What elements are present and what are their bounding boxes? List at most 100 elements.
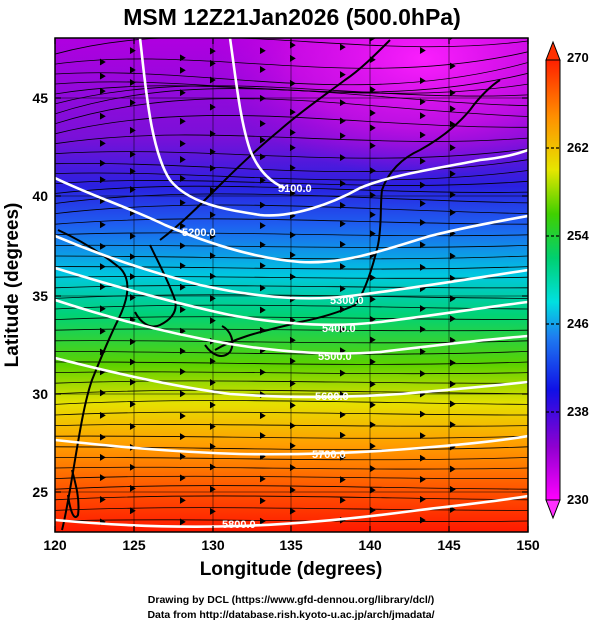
streamline xyxy=(55,62,528,86)
streamline-arrow xyxy=(339,476,346,483)
coastline-korea xyxy=(134,244,177,328)
x-tick-label: 140 xyxy=(358,537,382,553)
streamline-arrow xyxy=(449,209,456,216)
streamline-arrow xyxy=(419,454,426,462)
streamline-arrow xyxy=(419,495,426,503)
streamline xyxy=(55,38,528,55)
streamline-arrow xyxy=(419,432,426,440)
streamline-arrow xyxy=(209,508,216,515)
streamline-arrow xyxy=(179,140,186,147)
streamline-arrow xyxy=(209,357,216,365)
y-tick-labels: 25 30 35 40 45 xyxy=(32,90,48,500)
streamline-arrow xyxy=(419,476,426,483)
streamline-arrow xyxy=(129,167,136,175)
streamline xyxy=(55,389,528,395)
streamline-arrow xyxy=(369,295,376,303)
streamline-arrow xyxy=(179,242,186,250)
streamline-arrow xyxy=(259,241,266,249)
streamline xyxy=(55,134,528,145)
streamline xyxy=(55,485,528,490)
streamline-arrow xyxy=(369,465,376,472)
streamline-arrow xyxy=(449,336,456,344)
streamline-arrow xyxy=(179,175,186,182)
plot-area: 5100.0 5200.0 5300.0 5400.0 5500.0 5600.… xyxy=(55,38,528,532)
streamline-arrow xyxy=(339,369,346,377)
x-tick-label: 125 xyxy=(122,537,146,553)
streamline-arrow xyxy=(339,263,346,270)
contour-5200 xyxy=(55,176,528,264)
streamline-arrow xyxy=(259,412,266,420)
streamline-arrow xyxy=(449,105,456,113)
streamline-arrow xyxy=(99,412,106,419)
contour-label-5800: 5800.0 xyxy=(222,519,256,531)
credit-drawing: Drawing by DCL (https://www.gfd-dennou.o… xyxy=(148,594,434,606)
streamline xyxy=(55,328,528,332)
streamline-arrow xyxy=(339,99,346,107)
coastline-japan xyxy=(214,79,501,351)
streamline-arrow xyxy=(179,89,186,97)
streamline-arrow xyxy=(339,43,346,51)
streamline-arrow xyxy=(129,186,136,193)
streamline-arrow xyxy=(369,421,376,429)
streamline-arrow xyxy=(259,432,266,439)
streamline-arrow xyxy=(129,99,136,106)
streamline-arrow xyxy=(419,348,426,355)
contour-labels: 5100.0 5200.0 5300.0 5400.0 5500.0 5600.… xyxy=(182,183,364,531)
streamline-arrow xyxy=(99,159,106,167)
streamline-arrow xyxy=(259,66,266,73)
streamline-arrow xyxy=(129,338,136,346)
streamline-arrow xyxy=(129,273,136,280)
streamline-arrow xyxy=(129,127,136,134)
streamline-arrow xyxy=(179,347,186,355)
streamline-arrow xyxy=(179,199,186,207)
streamline xyxy=(55,148,528,159)
streamline-arrow xyxy=(129,423,136,430)
contour-label-5200: 5200.0 xyxy=(182,227,216,239)
streamline-arrow xyxy=(99,87,106,95)
streamline-arrow xyxy=(99,176,106,184)
streamline-arrow xyxy=(419,181,426,189)
contour-5800 xyxy=(55,494,528,529)
streamline-arrow xyxy=(449,421,456,429)
streamline-arrow xyxy=(179,497,186,504)
streamline-arrow xyxy=(99,72,106,80)
streamline-arrow xyxy=(209,76,216,84)
streamline-arrow xyxy=(419,370,426,377)
streamline-arrow xyxy=(179,283,186,291)
y-tick-label: 45 xyxy=(32,90,48,106)
streamline-arrow xyxy=(419,325,426,333)
streamline-arrow xyxy=(369,109,376,117)
streamline-arrow xyxy=(99,454,106,461)
streamline-arrow xyxy=(129,66,136,74)
streamline-arrow xyxy=(209,211,216,219)
streamline-arrow xyxy=(419,219,426,226)
streamline-arrow xyxy=(259,47,266,55)
streamline-arrow xyxy=(259,497,266,505)
x-tick-label: 150 xyxy=(516,537,540,553)
streamline-arrow xyxy=(339,132,346,140)
streamline-arrow xyxy=(209,423,216,430)
colorbar: 270 262 254 246 238 230 xyxy=(545,40,589,520)
streamline-arrow xyxy=(129,463,136,471)
streamline xyxy=(55,85,528,105)
streamline-arrow xyxy=(419,157,426,165)
streamline-arrow xyxy=(259,306,266,314)
streamline-arrow xyxy=(369,442,376,450)
streamline-arrow xyxy=(369,211,376,219)
colorbar-tick-label: 246 xyxy=(567,316,589,331)
streamline-arrow xyxy=(369,124,376,132)
streamline-arrow xyxy=(339,431,346,439)
streamline-arrow xyxy=(369,191,376,199)
streamline xyxy=(55,411,528,416)
streamline-arrow xyxy=(209,252,216,260)
streamline-arrow xyxy=(99,474,106,481)
streamline-arrow xyxy=(259,475,266,483)
streamline-arrow xyxy=(369,274,376,282)
streamline-arrow xyxy=(449,252,456,260)
colorbar-tick-label: 270 xyxy=(567,50,589,65)
streamline-arrow xyxy=(179,412,186,420)
streamline-arrow xyxy=(449,315,456,323)
streamline-arrow xyxy=(259,176,266,184)
streamline xyxy=(55,98,528,125)
streamline xyxy=(55,380,528,384)
